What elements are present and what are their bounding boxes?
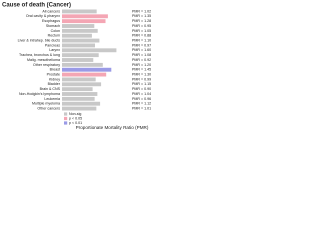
bar — [62, 106, 97, 111]
y-tick-label: Oral cavity & pharynx — [26, 14, 60, 18]
value-label: PMR = 1.20 — [132, 63, 151, 67]
value-label: PMR = 0.99 — [132, 77, 151, 81]
y-tick-label: Liver & intrahep. bile ducts — [18, 39, 61, 43]
value-label: PMR = 0.90 — [132, 87, 151, 91]
bar — [62, 96, 95, 101]
value-label: PMR = 1.08 — [132, 53, 151, 57]
y-tick-label: Malig. mesothelioma — [27, 58, 60, 62]
legend-label: Non-sig — [69, 112, 81, 116]
bar — [62, 62, 103, 67]
bar — [62, 77, 96, 82]
y-tick-label: Stomach — [46, 24, 60, 28]
y-tick-label: Leukemia — [44, 97, 60, 101]
y-tick-label: Esophagus — [42, 19, 60, 23]
bar — [62, 28, 98, 33]
y-tick-label: Breast — [50, 68, 60, 72]
value-label: PMR = 1.60 — [132, 48, 151, 52]
legend-swatch — [64, 116, 68, 121]
x-axis-label: Proportionate Mortality Ratio (PMR) — [76, 125, 149, 130]
bar — [62, 19, 106, 24]
y-tick-label: Bladder — [48, 82, 61, 86]
bar — [62, 14, 108, 19]
y-tick-label: Kidney — [49, 77, 60, 81]
y-tick-label: Colon — [51, 29, 60, 33]
legend-label: p < 0.01 — [69, 121, 82, 125]
bar — [62, 72, 107, 77]
bar — [62, 92, 98, 96]
bar — [62, 38, 100, 43]
bar — [62, 43, 95, 48]
y-tick-label: All cancers — [42, 9, 60, 13]
bar — [62, 101, 101, 106]
value-label: PMR = 0.96 — [132, 97, 151, 101]
value-label: PMR = 0.92 — [132, 58, 151, 62]
value-label: PMR = 1.15 — [132, 82, 151, 86]
bar — [62, 24, 95, 28]
bar — [62, 67, 112, 72]
value-label: PMR = 1.01 — [132, 107, 151, 111]
value-label: PMR = 1.12 — [132, 102, 151, 106]
value-label: PMR = 1.45 — [132, 68, 151, 72]
legend-swatch — [64, 121, 68, 125]
y-tick-label: Non-Hodgkin's lymphoma — [19, 92, 60, 96]
y-tick-label: Brain & CNS — [40, 87, 61, 91]
y-tick-label: Rectum — [48, 34, 60, 38]
value-label: PMR = 0.88 — [132, 34, 151, 38]
bar — [62, 9, 97, 14]
y-tick-label: Trachea, bronchus & lung — [19, 53, 60, 57]
bar — [62, 58, 94, 62]
bar — [62, 53, 99, 58]
value-label: PMR = 0.97 — [132, 43, 151, 47]
value-label: PMR = 0.95 — [132, 24, 151, 28]
legend-swatch — [64, 112, 68, 116]
value-label: PMR = 1.02 — [132, 9, 151, 13]
value-label: PMR = 1.35 — [132, 14, 151, 18]
bar — [62, 87, 93, 92]
value-label: PMR = 1.10 — [132, 39, 151, 43]
bar — [62, 48, 117, 53]
bar — [62, 82, 102, 87]
bar — [62, 33, 92, 38]
value-label: PMR = 1.05 — [132, 29, 151, 33]
value-label: PMR = 1.30 — [132, 73, 151, 77]
value-label: PMR = 1.28 — [132, 19, 151, 23]
value-label: PMR = 1.04 — [132, 92, 151, 96]
chart-title: Cause of death (Cancer) — [2, 3, 71, 9]
y-tick-label: Larynx — [49, 48, 60, 52]
y-tick-label: Multiple myeloma — [32, 102, 60, 106]
legend-label: p < 0.05 — [69, 116, 82, 120]
y-tick-label: Other respiratory — [33, 63, 60, 67]
y-tick-label: Prostate — [47, 73, 60, 77]
y-tick-label: Pancreas — [45, 43, 60, 47]
y-tick-label: Other cancers — [37, 107, 60, 111]
chart: Cause of death (Cancer) Proportionate Mo… — [2, 3, 151, 131]
